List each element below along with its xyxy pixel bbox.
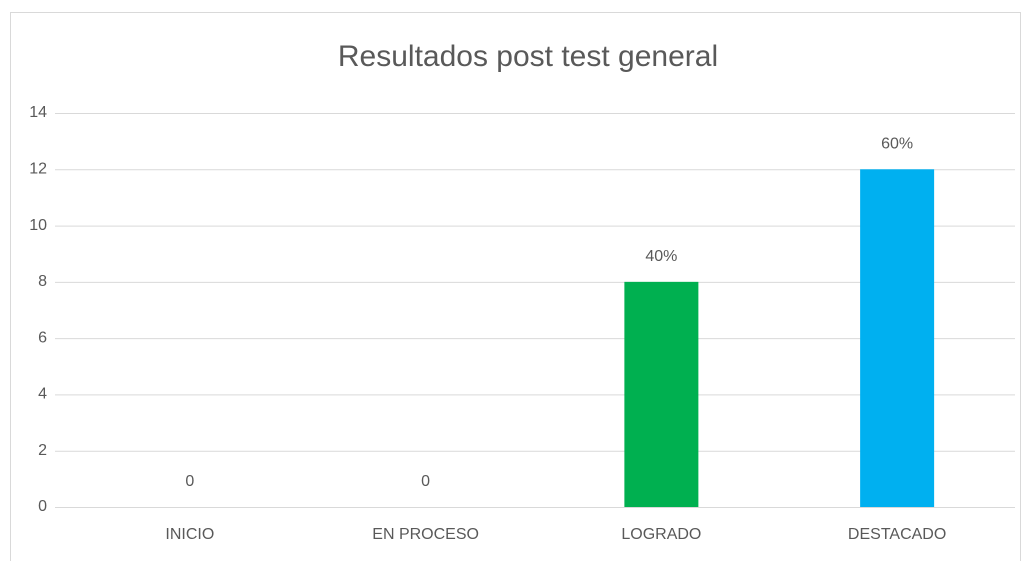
- y-tick-label: 14: [29, 104, 47, 121]
- data-label: 0: [421, 473, 430, 490]
- data-label: 60%: [881, 136, 913, 153]
- data-label: 0: [185, 473, 194, 490]
- data-label: 40%: [645, 248, 677, 265]
- y-tick-label: 0: [38, 498, 47, 515]
- x-tick-label: INICIO: [165, 526, 214, 543]
- y-tick-label: 8: [38, 273, 47, 290]
- x-tick-label: DESTACADO: [848, 526, 946, 543]
- y-tick-label: 6: [38, 329, 47, 346]
- y-tick-label: 12: [29, 161, 47, 178]
- chart-title: Resultados post test general: [338, 40, 718, 73]
- y-tick-label: 10: [29, 217, 47, 234]
- bar: [624, 281, 699, 507]
- bar: [860, 169, 935, 508]
- y-tick-label: 4: [38, 386, 47, 403]
- chart-frame: [10, 12, 1021, 561]
- x-tick-label: EN PROCESO: [372, 526, 479, 543]
- y-tick-label: 2: [38, 442, 47, 459]
- x-tick-label: LOGRADO: [621, 526, 701, 543]
